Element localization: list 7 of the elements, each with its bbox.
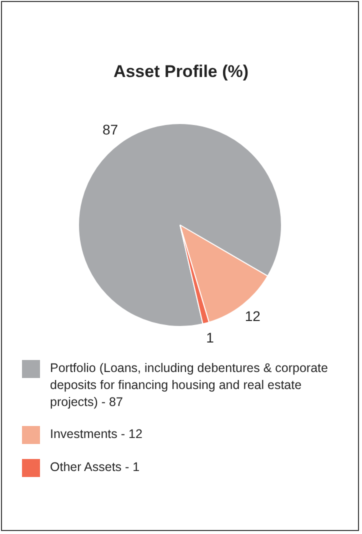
chart-title: Asset Profile (%) (112, 62, 250, 82)
data-label: 87 (102, 121, 118, 138)
data-label: 1 (206, 329, 214, 346)
legend-label: Portfolio (Loans, including debentures & corporate deposits for financing housing and real estate projects) - 87 (50, 360, 329, 411)
legend-label: Investments - 12 (50, 426, 142, 443)
data-label: 12 (244, 308, 261, 324)
legend-label: Other Assets - 1 (50, 459, 140, 476)
